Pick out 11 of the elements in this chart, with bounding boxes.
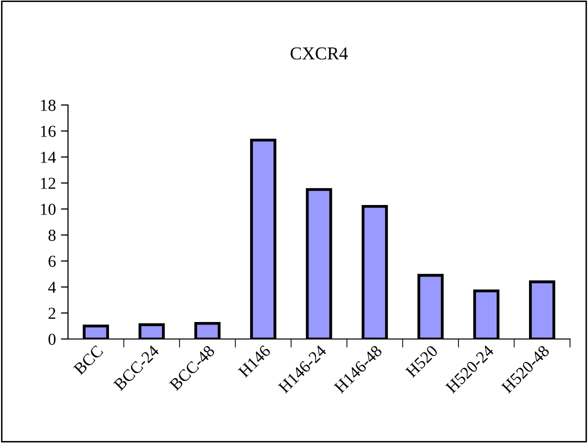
y-tick-label: 14 <box>40 152 56 163</box>
chart-title: CXCR4 <box>290 47 348 60</box>
y-tick-label: 16 <box>40 126 56 137</box>
y-tick-label: 0 <box>48 334 56 345</box>
y-tick-label: 2 <box>48 308 56 319</box>
y-tick-label: 4 <box>48 282 56 293</box>
y-tick-label: 12 <box>40 178 56 189</box>
y-tick-label: 8 <box>48 230 56 241</box>
y-tick-label: 10 <box>40 204 56 215</box>
y-tick-label: 18 <box>40 100 56 111</box>
y-tick-label: 6 <box>48 256 56 267</box>
